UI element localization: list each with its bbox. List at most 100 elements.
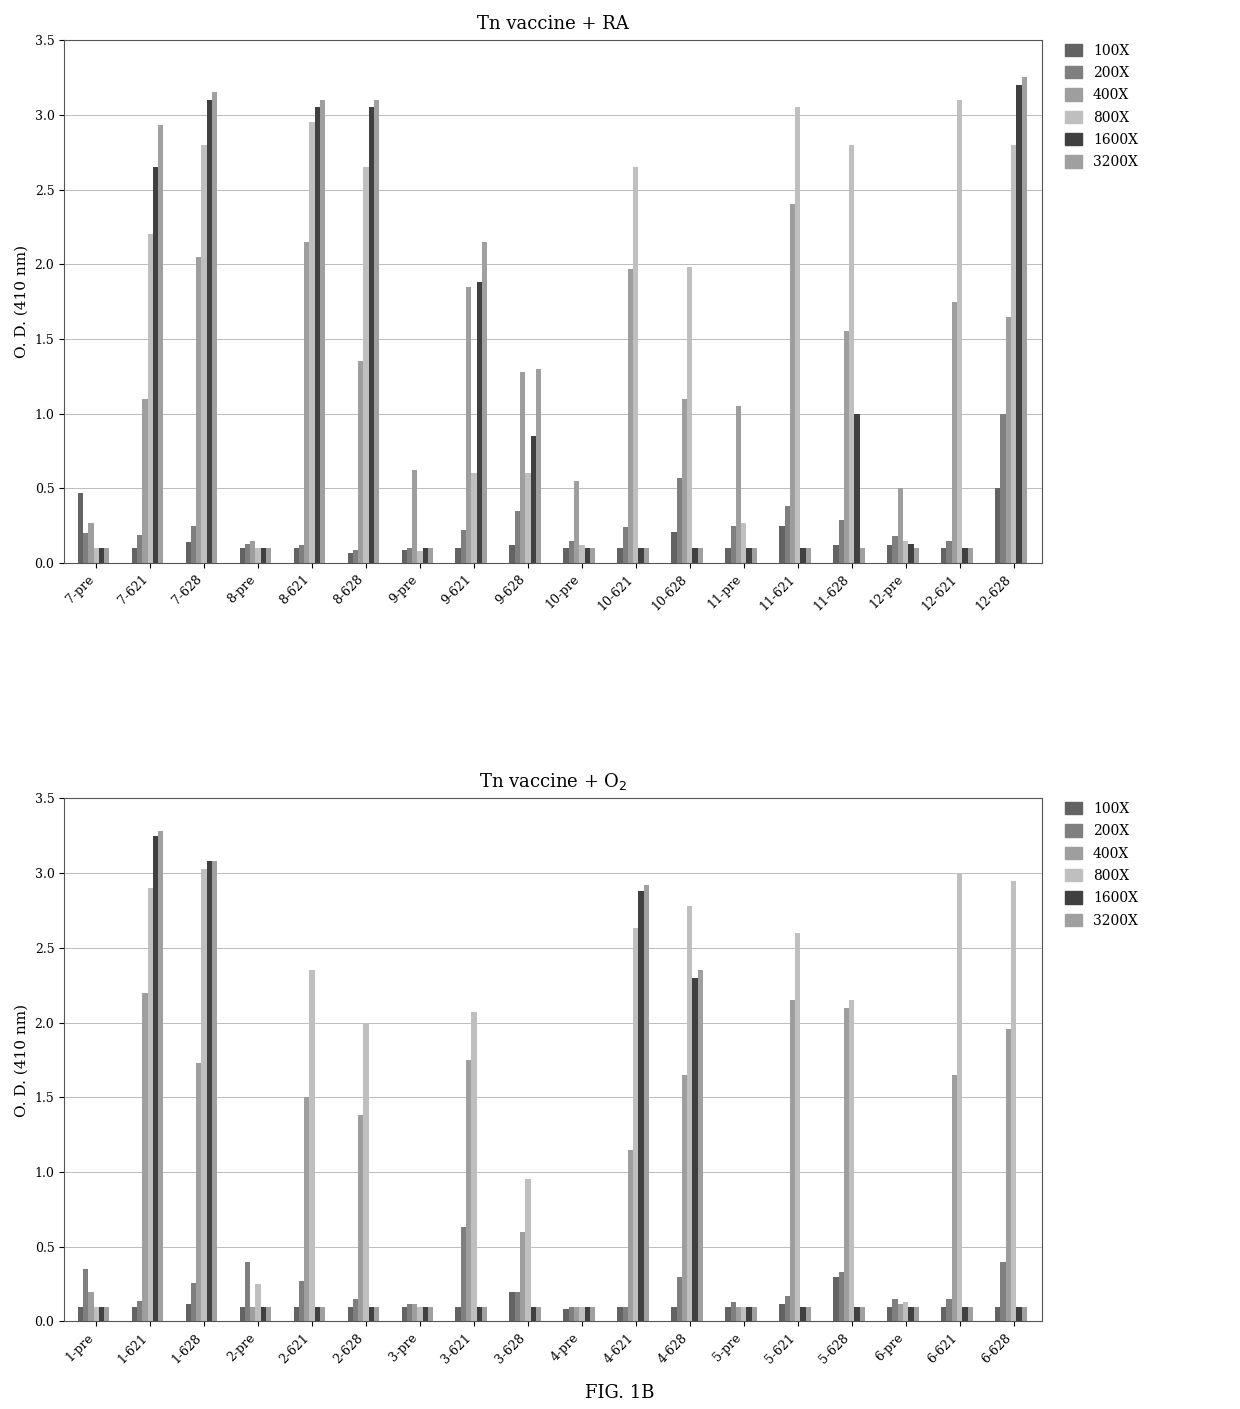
Bar [191,1282,196,1322]
Bar [735,406,742,564]
Bar [914,1306,919,1322]
Bar [941,548,946,564]
Bar [88,1292,93,1322]
Bar [104,548,109,564]
Bar [838,1272,843,1322]
Bar [353,550,358,564]
Bar [374,1306,379,1322]
Bar [967,1306,973,1322]
Bar [93,1306,99,1322]
Bar [304,242,310,564]
Bar [859,548,864,564]
Bar [207,100,212,564]
Bar [838,520,843,564]
Legend: 100X, 200X, 400X, 800X, 1600X, 3200X: 100X, 200X, 400X, 800X, 1600X, 3200X [1058,795,1145,934]
Bar [153,168,157,564]
Bar [320,1306,325,1322]
Bar [1001,1261,1006,1322]
Bar [267,548,272,564]
Title: Tn vaccine + RA: Tn vaccine + RA [477,15,629,32]
Bar [423,548,428,564]
Bar [574,480,579,564]
Bar [412,471,418,564]
Bar [698,971,703,1322]
Bar [510,545,515,564]
Bar [255,1284,260,1322]
Bar [849,1000,854,1322]
Title: Tn vaccine + O$_2$: Tn vaccine + O$_2$ [479,771,627,792]
Bar [83,1270,88,1322]
Legend: 100X, 200X, 400X, 800X, 1600X, 3200X: 100X, 200X, 400X, 800X, 1600X, 3200X [1058,37,1145,176]
Bar [320,100,325,564]
Bar [563,548,569,564]
Bar [186,1303,191,1322]
Bar [941,1306,946,1322]
Bar [692,548,698,564]
Bar [428,548,433,564]
Bar [260,1306,267,1322]
Bar [157,125,164,564]
Bar [898,489,903,564]
Bar [887,545,893,564]
Bar [83,533,88,564]
Bar [806,1306,811,1322]
Bar [471,473,476,564]
Bar [730,526,735,564]
Bar [843,1007,849,1322]
Bar [996,1306,1001,1322]
Bar [671,531,677,564]
Bar [1011,145,1017,564]
Bar [692,978,698,1322]
Bar [903,1302,909,1322]
Bar [267,1306,272,1322]
Bar [751,1306,756,1322]
Bar [104,1306,109,1322]
Bar [88,523,93,564]
Bar [1017,1306,1022,1322]
Bar [957,100,962,564]
Bar [634,168,639,564]
Bar [795,933,800,1322]
Bar [212,861,217,1322]
Bar [157,831,164,1322]
Bar [353,1299,358,1322]
Bar [622,527,627,564]
Bar [893,537,898,564]
Bar [914,548,919,564]
Bar [622,1306,627,1322]
Bar [751,548,756,564]
Bar [785,1296,790,1322]
Bar [806,548,811,564]
Bar [887,1306,893,1322]
Bar [962,548,967,564]
Bar [946,1299,952,1322]
Bar [687,906,692,1322]
Bar [78,1306,83,1322]
Bar [687,268,692,564]
Bar [250,541,255,564]
Bar [833,1277,838,1322]
Bar [531,1306,536,1322]
Bar [795,107,800,564]
Bar [618,548,622,564]
Bar [800,1306,806,1322]
Bar [903,541,909,564]
Bar [136,534,143,564]
Bar [1006,1029,1011,1322]
Bar [78,493,83,564]
Bar [418,1306,423,1322]
Bar [843,331,849,564]
Bar [212,93,217,564]
Bar [482,242,487,564]
Bar [644,885,649,1322]
Bar [682,399,687,564]
Bar [299,1281,304,1322]
Bar [246,1261,250,1322]
Bar [186,542,191,564]
Bar [746,1306,751,1322]
Bar [412,1303,418,1322]
Bar [779,526,785,564]
Bar [239,548,246,564]
Bar [99,548,104,564]
Bar [967,548,973,564]
